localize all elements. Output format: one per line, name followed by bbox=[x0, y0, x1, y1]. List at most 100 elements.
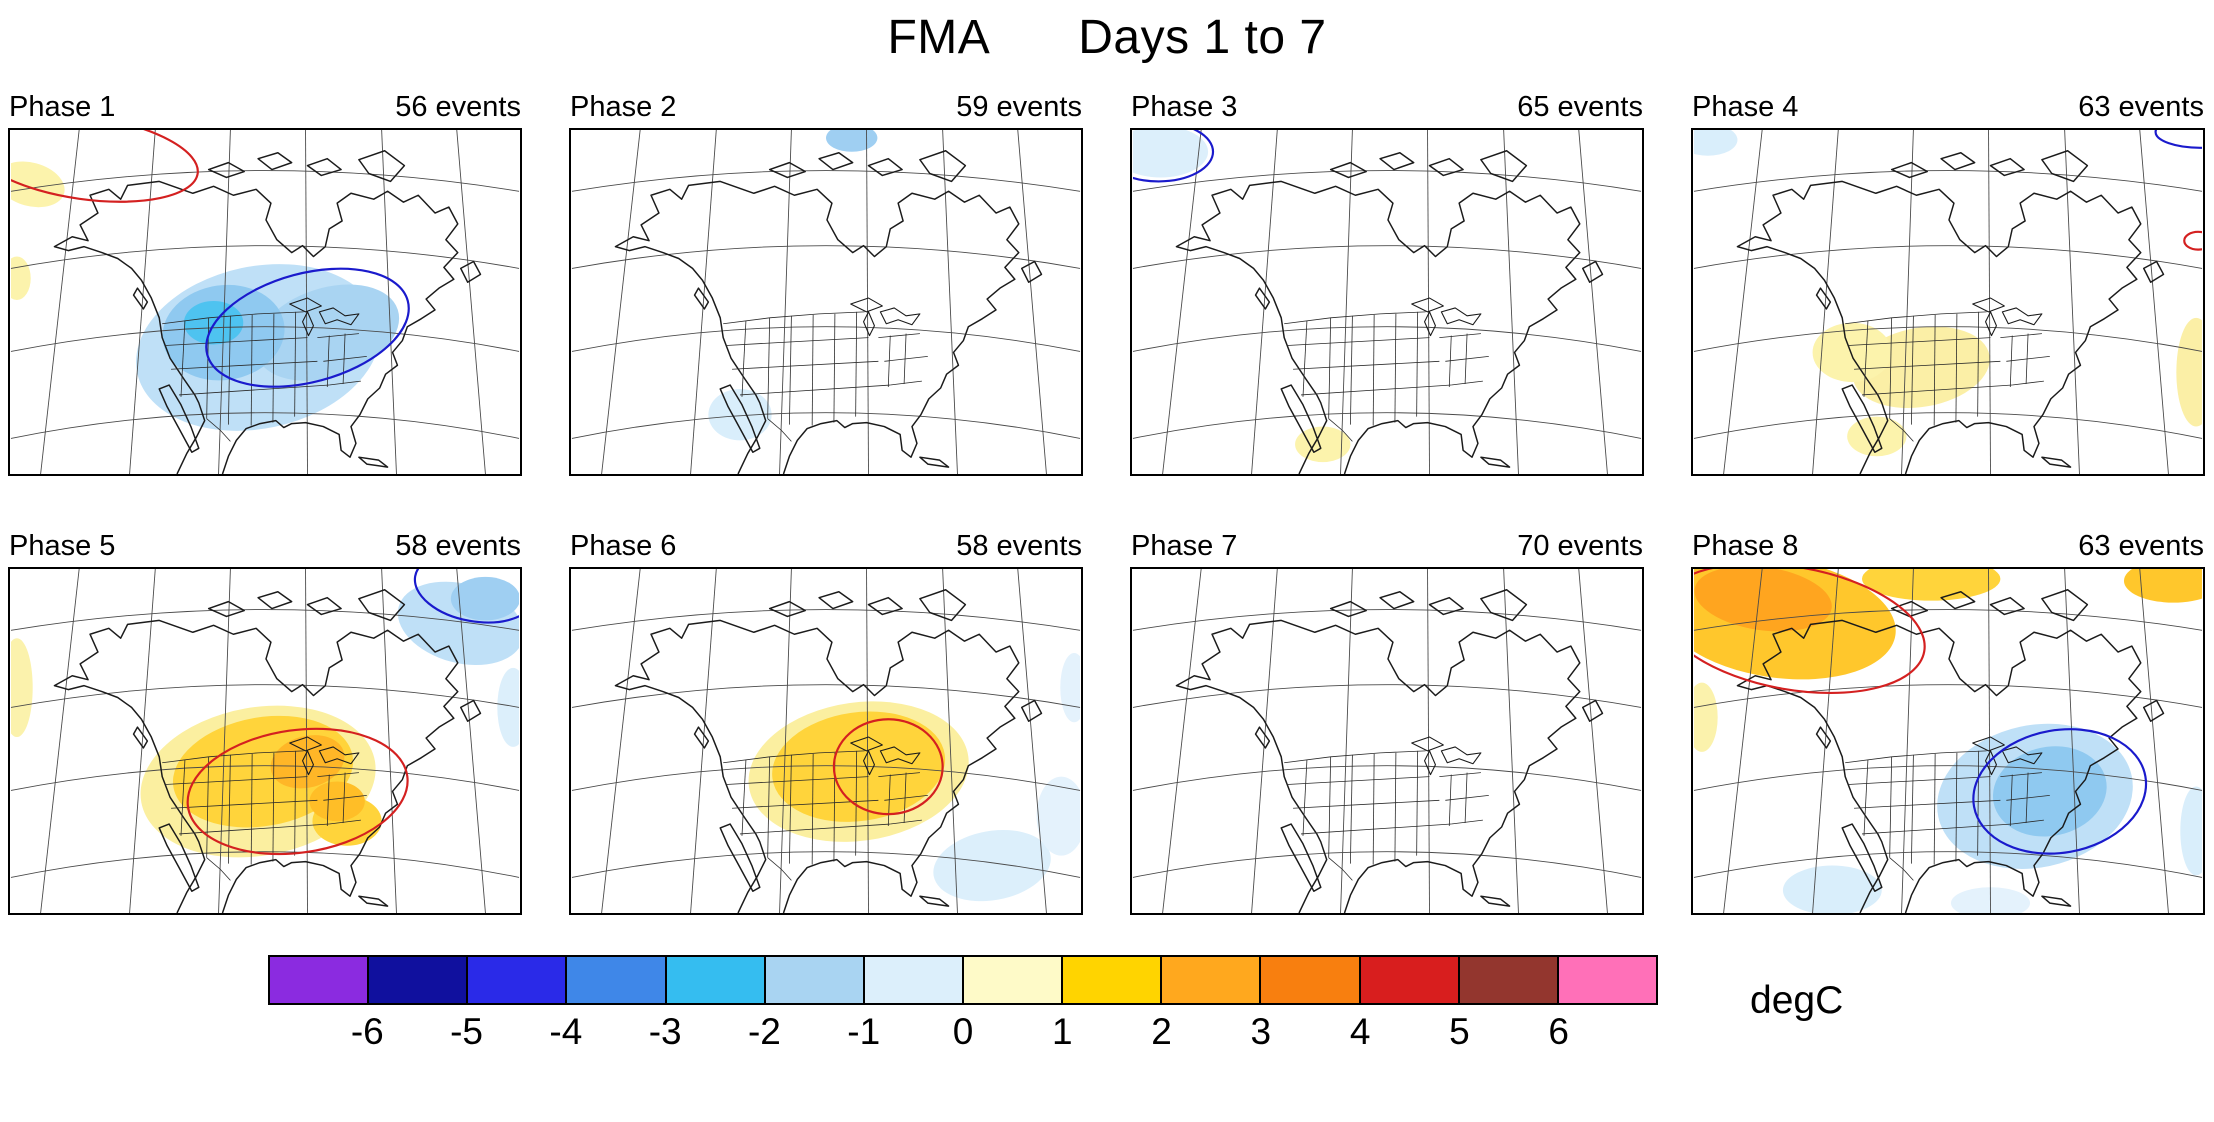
colorbar-cell bbox=[1162, 957, 1262, 1003]
phase-panel: Phase 2 59 events bbox=[569, 91, 1083, 476]
significance-contours bbox=[10, 130, 410, 388]
phase-panel: Phase 3 65 events bbox=[1130, 91, 1644, 476]
events-count-label: 65 events bbox=[1517, 91, 1643, 123]
phase-panel: Phase 8 63 events bbox=[1691, 530, 2205, 915]
graticule bbox=[1693, 569, 2203, 913]
map-svg bbox=[1693, 569, 2203, 913]
events-count-label: 63 events bbox=[2078, 530, 2204, 562]
map-svg bbox=[571, 569, 1081, 913]
colorbar-cell bbox=[963, 957, 1064, 1003]
events-count-label: 63 events bbox=[2078, 91, 2204, 123]
anomaly-map bbox=[1691, 128, 2205, 476]
figure-period-title: Days 1 to 7 bbox=[1078, 11, 1327, 64]
state-borders bbox=[1284, 311, 1489, 442]
colorbar-tick: 5 bbox=[1449, 1011, 1470, 1052]
graticule bbox=[1132, 130, 1642, 474]
colorbar-cell bbox=[1459, 957, 1559, 1003]
anomaly-map bbox=[569, 128, 1083, 476]
colorbar-tick: -4 bbox=[549, 1011, 583, 1052]
panel-header: Phase 3 65 events bbox=[1130, 91, 1644, 124]
colorbar-cell bbox=[270, 957, 370, 1003]
phase-label: Phase 8 bbox=[1692, 530, 1799, 562]
colorbar-unit-label: degC bbox=[1750, 979, 1844, 1022]
colorbar-cell bbox=[468, 957, 568, 1003]
graticule bbox=[10, 130, 520, 474]
colorbar-cell bbox=[864, 957, 964, 1003]
colorbar-tick: -6 bbox=[350, 1011, 384, 1052]
colorbar-tick: -3 bbox=[648, 1011, 682, 1052]
coastline bbox=[1175, 150, 1604, 474]
anomaly-map bbox=[1130, 567, 1644, 915]
state-borders bbox=[1284, 750, 1489, 881]
state-borders bbox=[723, 311, 928, 442]
phase-label: Phase 7 bbox=[1131, 530, 1238, 562]
significance-contours bbox=[1693, 569, 2148, 855]
graticule bbox=[571, 569, 1081, 913]
colorbar-tick: -2 bbox=[747, 1011, 781, 1052]
anomaly-map bbox=[569, 567, 1083, 915]
anomaly-shading bbox=[1693, 130, 2203, 457]
colorbar-tick: 0 bbox=[952, 1011, 974, 1052]
map-svg bbox=[571, 130, 1081, 474]
significance-contours bbox=[2154, 130, 2203, 251]
panel-header: Phase 6 58 events bbox=[569, 530, 1083, 563]
events-count-label: 59 events bbox=[956, 91, 1082, 123]
colorbar-tick-labels: -6 -5 -4 -3 -2 -1 0 1 2 3 4 5 6 bbox=[268, 1005, 1658, 1057]
events-count-label: 70 events bbox=[1517, 530, 1643, 562]
phase-label: Phase 2 bbox=[570, 91, 677, 123]
phase-label: Phase 4 bbox=[1692, 91, 1799, 123]
coastline bbox=[1736, 589, 2165, 913]
colorbar-tick: -1 bbox=[847, 1011, 881, 1052]
colorbar-cell bbox=[1558, 957, 1656, 1003]
coastline bbox=[1175, 589, 1604, 913]
coastline bbox=[614, 589, 1043, 913]
map-svg bbox=[1132, 569, 1642, 913]
events-count-label: 58 events bbox=[956, 530, 1082, 562]
coastline bbox=[614, 150, 1043, 474]
colorbar-wrap: -6 -5 -4 -3 -2 -1 0 1 2 3 4 5 6 bbox=[268, 955, 1658, 1057]
anomaly-shading bbox=[748, 653, 1081, 902]
colorbar-cell bbox=[666, 957, 766, 1003]
colorbar-section: -6 -5 -4 -3 -2 -1 0 1 2 3 4 5 6 degC bbox=[268, 955, 2214, 1057]
graticule bbox=[1693, 130, 2203, 474]
phase-panel: Phase 7 70 events bbox=[1130, 530, 1644, 915]
colorbar-tick: -5 bbox=[450, 1011, 484, 1052]
coastline bbox=[53, 589, 482, 913]
panel-header: Phase 2 59 events bbox=[569, 91, 1083, 124]
colorbar-tick: 3 bbox=[1250, 1011, 1272, 1052]
anomaly-map bbox=[8, 128, 522, 476]
colorbar-tick: 6 bbox=[1548, 1011, 1569, 1052]
colorbar-cell bbox=[369, 957, 469, 1003]
state-borders bbox=[1845, 311, 2050, 442]
graticule bbox=[10, 569, 520, 913]
phase-panel: Phase 5 58 events bbox=[8, 530, 522, 915]
colorbar-cell bbox=[1063, 957, 1163, 1003]
anomaly-map bbox=[1130, 128, 1644, 476]
phase-label: Phase 6 bbox=[570, 530, 677, 562]
significance-contours bbox=[1132, 130, 1215, 183]
figure-title: FMA Days 1 to 7 bbox=[0, 0, 2214, 65]
map-svg bbox=[10, 130, 520, 474]
panel-header: Phase 8 63 events bbox=[1691, 530, 2205, 563]
significance-contours bbox=[186, 569, 520, 856]
phase-label: Phase 5 bbox=[9, 530, 116, 562]
state-borders bbox=[723, 750, 928, 881]
map-svg bbox=[1132, 130, 1642, 474]
figure-season-title: FMA bbox=[887, 11, 991, 64]
phase-label: Phase 3 bbox=[1131, 91, 1238, 123]
colorbar-tick: 4 bbox=[1349, 1011, 1371, 1052]
phase-panels-grid: Phase 1 56 events Phase 2 59 events Phas… bbox=[0, 91, 2214, 915]
map-svg bbox=[10, 569, 520, 913]
panel-header: Phase 4 63 events bbox=[1691, 91, 2205, 124]
anomaly-map bbox=[1691, 567, 2205, 915]
anomaly-map bbox=[8, 567, 522, 915]
graticule bbox=[571, 130, 1081, 474]
colorbar-cell bbox=[1360, 957, 1460, 1003]
coastline bbox=[53, 150, 482, 474]
colorbar-tick: 2 bbox=[1151, 1011, 1172, 1052]
anomaly-shading bbox=[10, 161, 400, 431]
map-svg bbox=[1693, 130, 2203, 474]
panel-header: Phase 1 56 events bbox=[8, 91, 522, 124]
phase-panel: Phase 4 63 events bbox=[1691, 91, 2205, 476]
colorbar-cell bbox=[1261, 957, 1361, 1003]
